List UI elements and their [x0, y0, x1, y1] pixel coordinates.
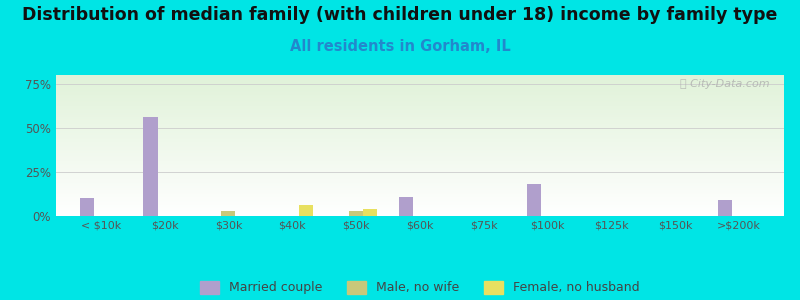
Bar — [399, 196, 413, 216]
Text: Distribution of median family (with children under 18) income by family type: Distribution of median family (with chil… — [22, 6, 778, 24]
Bar — [363, 209, 378, 216]
Legend: Married couple, Male, no wife, Female, no husband: Married couple, Male, no wife, Female, n… — [195, 276, 645, 299]
Bar — [526, 184, 541, 216]
Bar — [222, 211, 235, 216]
Bar — [299, 206, 314, 216]
Bar — [718, 200, 732, 216]
Bar — [349, 211, 363, 216]
Text: ⓘ City-Data.com: ⓘ City-Data.com — [680, 79, 770, 89]
Bar — [80, 198, 94, 216]
Bar — [143, 117, 158, 216]
Text: All residents in Gorham, IL: All residents in Gorham, IL — [290, 39, 510, 54]
